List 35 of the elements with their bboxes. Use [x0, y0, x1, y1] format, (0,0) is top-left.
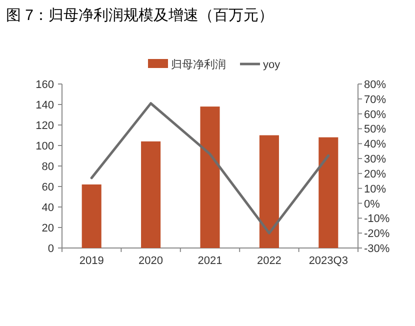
bar: [318, 137, 338, 248]
bar: [259, 135, 279, 248]
x-tick-label: 2023Q3: [308, 255, 348, 267]
bar: [82, 184, 102, 248]
y-tick-label: 160: [36, 79, 54, 91]
legend-label: 归母净利润: [171, 58, 226, 71]
y2-tick-label: -20%: [364, 228, 390, 240]
y-tick-label: 40: [42, 202, 54, 214]
y2-tick-label: 80%: [364, 79, 386, 91]
y2-tick-label: 30%: [364, 154, 386, 166]
y-tick-label: 60: [42, 182, 54, 194]
x-tick-label: 2020: [138, 255, 164, 267]
x-tick-label: 2019: [79, 255, 104, 267]
y2-tick-label: 20%: [364, 168, 386, 180]
y2-tick-label: 70%: [364, 94, 386, 106]
y-tick-label: 20: [42, 222, 54, 234]
legend-label: yoy: [263, 59, 281, 71]
y-tick-label: 0: [48, 243, 54, 255]
y2-tick-label: -30%: [364, 243, 390, 255]
y-tick-label: 120: [36, 120, 54, 132]
y2-tick-label: 40%: [364, 138, 386, 151]
y2-tick-label: 0%: [364, 198, 380, 210]
x-tick-label: 2021: [198, 255, 222, 267]
y-tick-label: 100: [36, 140, 54, 152]
y-tick-label: 80: [42, 161, 54, 173]
bar: [200, 106, 220, 248]
y2-tick-label: 10%: [364, 183, 386, 196]
x-tick-label: 2022: [256, 255, 282, 267]
bar: [141, 141, 161, 248]
y2-tick-label: 50%: [364, 124, 386, 136]
line-series: [90, 102, 330, 234]
y2-tick-label: 60%: [364, 108, 386, 121]
y2-tick-label: -10%: [364, 213, 390, 226]
y-tick-label: 140: [36, 100, 54, 112]
title: 图 7：归母净利润规模及增速（百万元）: [6, 7, 274, 24]
